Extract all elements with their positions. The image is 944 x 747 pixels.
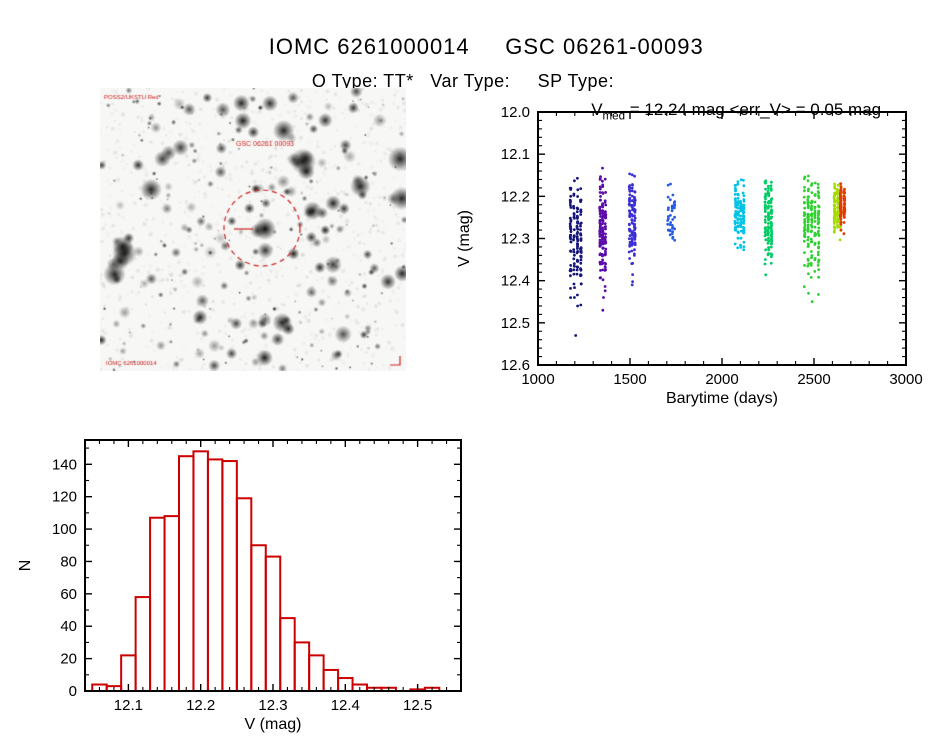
svg-text:12.5: 12.5: [501, 315, 530, 332]
svg-text:120: 120: [52, 489, 77, 506]
svg-text:12.3: 12.3: [258, 697, 287, 714]
finding-chart-image: [100, 88, 406, 371]
page-title-text: IOMC 6261000014 GSC 06261-00093: [268, 34, 704, 59]
lightcurve-panel: Vmed = 12.24 mag <err_V> = 0.05 mag 1000…: [455, 80, 944, 410]
svg-text:140: 140: [52, 456, 77, 473]
svg-text:Barytime (days): Barytime (days): [666, 390, 778, 407]
svg-text:12.2: 12.2: [501, 188, 530, 205]
svg-text:12.4: 12.4: [501, 273, 530, 290]
svg-text:0: 0: [69, 683, 77, 700]
svg-text:12.5: 12.5: [403, 697, 432, 714]
svg-text:1500: 1500: [613, 371, 646, 388]
vmed-value-text: = 12.24 mag <err_V> = 0.05 mag: [625, 100, 882, 119]
svg-text:12.4: 12.4: [331, 697, 360, 714]
svg-text:1000: 1000: [521, 371, 554, 388]
svg-text:N: N: [17, 560, 34, 572]
svg-text:12.2: 12.2: [186, 697, 215, 714]
svg-text:2000: 2000: [705, 371, 738, 388]
object-type-text: O Type: TT* Var Type: SP Type:: [311, 71, 615, 91]
svg-text:12.1: 12.1: [114, 697, 143, 714]
svg-text:V (mag): V (mag): [456, 210, 473, 267]
svg-text:40: 40: [60, 618, 77, 635]
svg-text:12.6: 12.6: [501, 357, 530, 374]
svg-text:V (mag): V (mag): [245, 716, 302, 733]
lightcurve-plot: 1000 1500 2000 2500 3000 12.0 12.1 12.2 12.3 12.4…: [456, 104, 923, 407]
svg-text:12.3: 12.3: [501, 231, 530, 248]
vmed-subscript: med: [602, 110, 626, 123]
svg-text:12.1: 12.1: [501, 146, 530, 163]
svg-text:12.0: 12.0: [501, 104, 530, 121]
vmed-symbol: V: [591, 100, 603, 119]
lightcurve-title: Vmed = 12.24 mag <err_V> = 0.05 mag: [500, 80, 944, 142]
svg-text:60: 60: [60, 586, 77, 603]
object-type-line: O Type: TT* Var Type: SP Type:: [0, 50, 924, 113]
svg-text:2500: 2500: [797, 371, 830, 388]
svg-text:100: 100: [52, 521, 77, 538]
svg-text:3000: 3000: [889, 371, 922, 388]
svg-text:20: 20: [60, 651, 77, 668]
page-title: IOMC 6261000014 GSC 06261-00093: [0, 8, 944, 86]
histogram-panel: 12.1 12.2 12.3 12.4 12.5 0 20 40 60 80 100 120 140 V …: [10, 425, 490, 747]
magnitude-histogram-plot: 12.1 12.2 12.3 12.4 12.5 0 20 40 60 80 100 120 140 V …: [17, 439, 462, 733]
svg-text:80: 80: [60, 553, 77, 570]
